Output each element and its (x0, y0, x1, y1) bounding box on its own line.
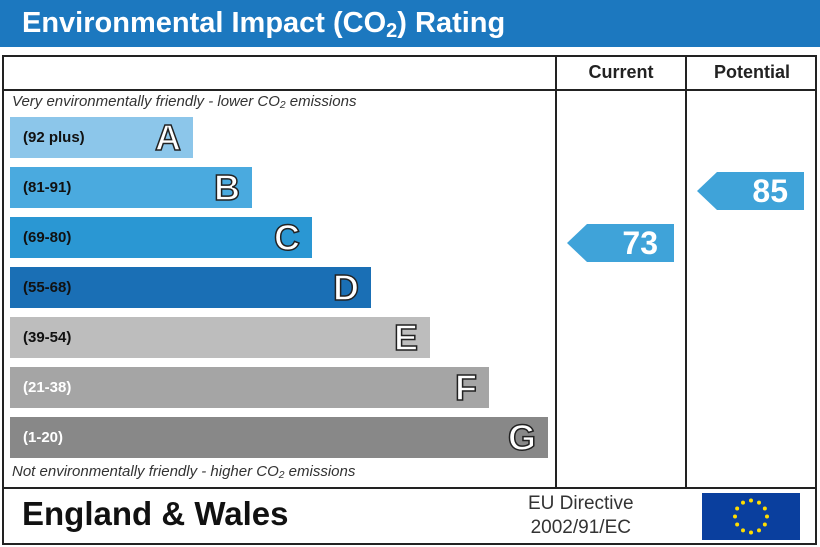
band-range: (92 plus) (23, 129, 85, 146)
band-range: (69-80) (23, 229, 72, 246)
star (762, 522, 767, 527)
band-letter: D (332, 266, 360, 309)
page-title: Environmental Impact (CO2) Rating (0, 0, 820, 47)
band-c: (69-80) C (10, 216, 312, 259)
band-range: (39-54) (23, 329, 72, 346)
directive-line1: EU Directive (528, 493, 634, 514)
band-d: (55-68) D (10, 266, 371, 309)
star (757, 500, 761, 505)
potential-rating-arrow: 85 (697, 172, 804, 210)
potential-header: Potential (713, 62, 790, 82)
star (762, 506, 767, 511)
top-note: Very environmentally friendly - lower CO… (12, 93, 357, 110)
directive-line2: 2002/91/EC (530, 517, 631, 538)
eu-flag-icon (702, 493, 800, 540)
band-g: (1-20) G (10, 416, 548, 459)
band-range: (81-91) (23, 179, 72, 196)
band-letter: G (507, 416, 537, 459)
star (735, 522, 740, 527)
bottom-note: Not environmentally friendly - higher CO… (12, 463, 356, 480)
current-rating-arrow: 73 (567, 224, 674, 262)
divider (2, 89, 817, 91)
title-subscript: 2 (386, 20, 398, 42)
band-range: (1-20) (23, 429, 64, 446)
band-letter: C (273, 216, 301, 259)
band-range: (55-68) (23, 279, 72, 296)
band-a: (92 plus) A (10, 116, 193, 159)
band-letter: E (393, 316, 419, 359)
divider (555, 55, 557, 488)
band-f: (21-38) F (10, 366, 489, 409)
star (733, 514, 737, 519)
band-b: (81-91) B (10, 166, 252, 209)
band-letter: B (213, 166, 241, 209)
current-header: Current (588, 62, 654, 82)
band-letter: A (154, 116, 182, 159)
divider (2, 487, 817, 489)
band-e: (39-54) E (10, 316, 430, 359)
star (741, 528, 745, 533)
band-range: (21-38) (23, 379, 72, 396)
title-end: ) Rating (397, 7, 506, 39)
band-letter: F (454, 366, 478, 409)
star (765, 514, 769, 519)
star (735, 506, 740, 511)
star (741, 500, 745, 505)
eu-directive: EU Directive 2002/91/EC (528, 492, 634, 540)
region-label: England & Wales (22, 495, 289, 532)
rating-box (2, 55, 817, 545)
star (757, 528, 761, 533)
star (749, 498, 753, 503)
star (749, 530, 753, 535)
divider (685, 55, 687, 488)
title-text: Environmental Impact (CO (22, 7, 387, 39)
